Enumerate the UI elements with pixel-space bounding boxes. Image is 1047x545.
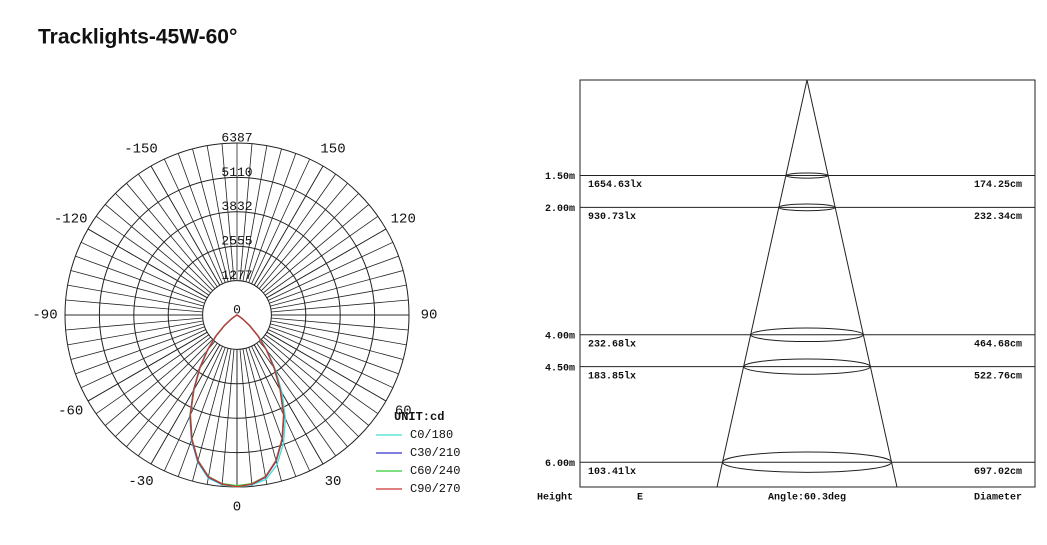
angle-tick-label: -30 (128, 474, 153, 490)
legend-label: C30/210 (410, 446, 460, 460)
angle-tick (87, 331, 208, 402)
curve (189, 314, 287, 488)
height-label: 4.00m (545, 331, 575, 342)
header: Diameter (974, 492, 1022, 504)
angle-tick-label: 0 (233, 500, 241, 516)
angle-tick-label: 150 (320, 141, 345, 157)
beam-ellipse (750, 327, 864, 343)
angle-tick (266, 331, 387, 402)
angle-tick (253, 344, 324, 465)
angle-tick-label: -120 (54, 212, 88, 228)
angle-tick-label: 90 (421, 308, 438, 324)
diameter-label: 697.02cm (974, 467, 1022, 478)
diameter-label: 464.68cm (974, 339, 1022, 350)
illuminance-label: 1654.63lx (588, 179, 642, 191)
legend-label: C60/240 (410, 464, 460, 478)
header: Height (537, 492, 573, 504)
height-label: 6.00m (545, 459, 575, 470)
illuminance-label: 232.68lx (588, 338, 636, 350)
height-label: 4.50m (545, 363, 575, 374)
height-label: 1.50m (545, 172, 575, 183)
angle-label: Angle:60.3deg (768, 492, 846, 504)
angle-tick (253, 165, 324, 286)
angle-tick (150, 344, 221, 465)
r-tick-label: 6387 (221, 130, 252, 145)
diameter-label: 522.76cm (974, 371, 1022, 382)
angle-tick-label: 30 (325, 474, 342, 490)
angle-tick-label: -90 (32, 308, 57, 324)
chart-title: Tracklights-45W-60° (38, 26, 237, 49)
unit-label: UNIT:cd (394, 410, 444, 424)
beam-ellipse (778, 203, 836, 212)
diameter-label: 174.25cm (974, 180, 1022, 191)
header: E (637, 493, 643, 504)
angle-tick (266, 228, 387, 299)
r-tick-label: 2555 (221, 234, 252, 249)
angle-tick-label: 120 (391, 212, 416, 228)
angle-tick-label: 60 (395, 404, 412, 420)
beam-ellipse (743, 358, 871, 375)
beam-ellipse (785, 172, 829, 179)
illuminance-label: 930.73lx (588, 211, 636, 223)
frame (579, 79, 1036, 488)
angle-tick-label: -60 (58, 404, 83, 420)
legend-label: C90/270 (410, 482, 460, 496)
illuminance-label: 183.85lx (588, 370, 636, 382)
r-tick-label: 1277 (221, 268, 252, 283)
cone-edge (716, 79, 808, 488)
r-tick-label: 0 (233, 302, 241, 317)
beam-ellipse (721, 451, 893, 473)
r-tick-label: 3832 (221, 199, 252, 214)
angle-tick (87, 228, 208, 299)
angle-tick (150, 165, 221, 286)
r-tick-label: 5110 (221, 165, 252, 180)
legend-label: C0/180 (410, 428, 453, 442)
illuminance-label: 103.41lx (588, 466, 636, 478)
curve (189, 314, 285, 488)
angle-tick-label: -150 (124, 141, 158, 157)
diameter-label: 232.34cm (974, 212, 1022, 223)
cone-edge (806, 79, 898, 488)
height-label: 2.00m (545, 204, 575, 215)
